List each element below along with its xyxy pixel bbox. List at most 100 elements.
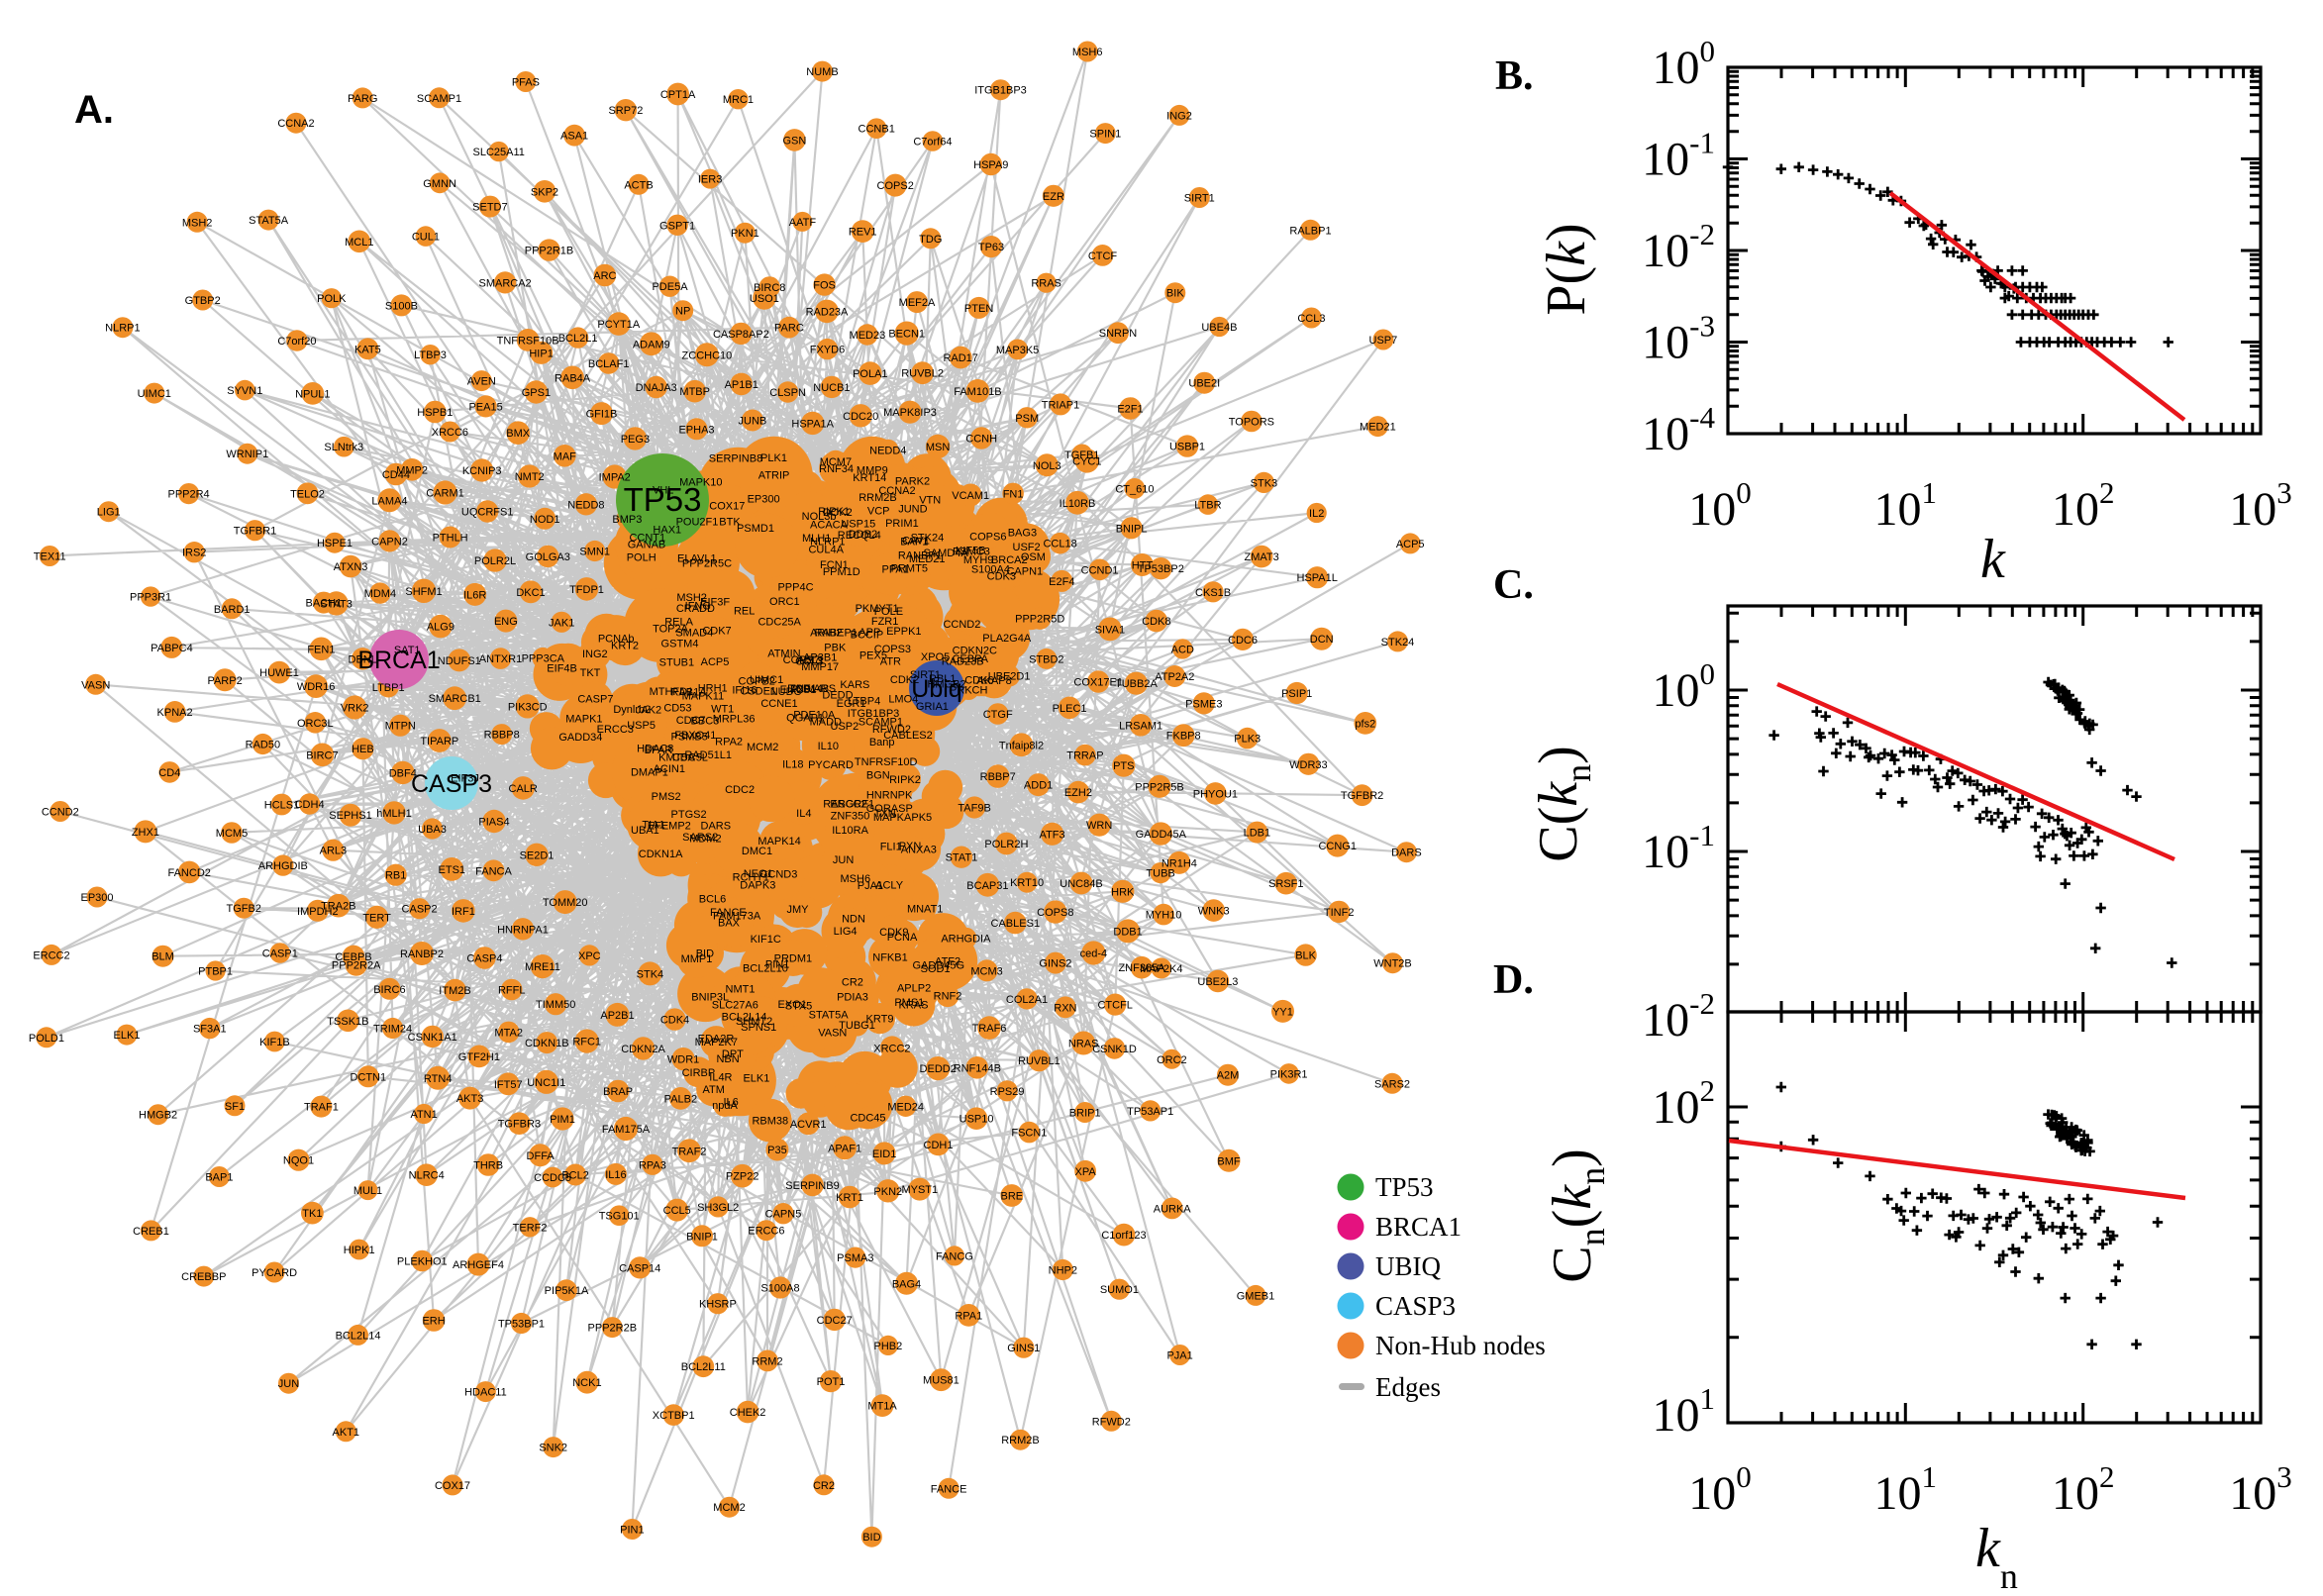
svg-text:PEG3: PEG3 [621,434,650,446]
svg-text:CDC25A: CDC25A [758,617,801,629]
svg-text:CCDC5: CCDC5 [534,1172,571,1184]
svg-text:PHB2: PHB2 [874,1341,903,1352]
svg-text:BAG3: BAG3 [1008,528,1037,540]
svg-text:ATP2A2: ATP2A2 [1155,671,1194,683]
svg-text:AP2B1: AP2B1 [600,1010,634,1022]
svg-text:WT1: WT1 [711,704,734,716]
svg-text:MED23: MED23 [850,330,886,342]
svg-text:USP7: USP7 [1369,335,1398,347]
svg-text:10-3: 10-3 [1642,309,1715,369]
svg-text:SEPHS1: SEPHS1 [329,810,371,822]
svg-text:BAP1: BAP1 [900,537,928,549]
svg-text:STUB1: STUB1 [659,657,694,669]
svg-text:PYCARD: PYCARD [252,1267,297,1279]
svg-text:TOP2A: TOP2A [653,624,689,636]
svg-text:RECQL4: RECQL4 [838,530,881,542]
svg-text:CASP2: CASP2 [402,904,438,916]
svg-text:DAPK3: DAPK3 [740,880,775,892]
svg-text:IFT57: IFT57 [494,1079,523,1091]
svg-text:VASN: VASN [818,1027,847,1039]
svg-text:Edges: Edges [1375,1372,1441,1402]
svg-text:PPM1D: PPM1D [823,566,860,578]
svg-text:MCL1: MCL1 [345,237,373,249]
svg-text:PLEC1: PLEC1 [1053,703,1087,715]
svg-text:Non-Hub nodes: Non-Hub nodes [1375,1331,1546,1360]
svg-text:IL10RB: IL10RB [1060,498,1096,510]
svg-text:TGFB2: TGFB2 [226,903,260,915]
svg-text:IL4: IL4 [796,808,811,820]
svg-text:RTN4: RTN4 [424,1073,453,1085]
svg-text:EGR1: EGR1 [837,698,866,710]
svg-text:PTBP1: PTBP1 [198,966,233,978]
svg-text:COPS3: COPS3 [874,644,911,655]
svg-text:CREBBP: CREBBP [181,1271,226,1283]
svg-text:NLRC4: NLRC4 [409,1170,445,1182]
svg-text:RFWD2: RFWD2 [872,724,911,736]
svg-text:NEDD4: NEDD4 [869,445,906,456]
svg-text:PEX5: PEX5 [859,650,887,662]
svg-text:CABLES2: CABLES2 [883,730,933,742]
svg-text:CAPN1: CAPN1 [1006,566,1043,578]
svg-text:B.: B. [1495,53,1534,99]
svg-text:SPNS1: SPNS1 [741,1022,776,1034]
svg-text:ELK1: ELK1 [114,1030,141,1042]
svg-text:TXN: TXN [874,808,896,820]
svg-text:HCLS1: HCLS1 [264,800,299,812]
svg-text:DBNL: DBNL [349,653,377,665]
svg-text:BCL2L11: BCL2L11 [681,1361,726,1373]
svg-text:COPS7: COPS7 [783,654,820,666]
svg-text:IL16: IL16 [605,1169,626,1181]
svg-text:COX17E1: COX17E1 [1073,677,1123,689]
svg-text:SLNtrk3: SLNtrk3 [324,442,363,453]
svg-text:WNT2B: WNT2B [1373,958,1412,970]
svg-text:ORC3L: ORC3L [297,718,334,730]
svg-text:CDKN2A: CDKN2A [621,1044,665,1055]
svg-text:TP53BP1: TP53BP1 [498,1319,545,1331]
svg-text:NFKB1: NFKB1 [872,951,907,963]
svg-text:EPPK1: EPPK1 [886,626,921,638]
svg-text:AKT1: AKT1 [333,1427,360,1439]
svg-text:POLR2L: POLR2L [474,555,516,567]
svg-text:PYCARD: PYCARD [808,759,854,771]
svg-text:HDAC8: HDAC8 [637,744,673,755]
svg-text:ITGB1BP3: ITGB1BP3 [848,708,900,720]
svg-text:VARS: VARS [807,683,836,695]
svg-text:GMEB1: GMEB1 [1237,1290,1275,1302]
svg-text:GOLGA3: GOLGA3 [526,551,570,563]
svg-text:C(kn): C(kn) [1528,746,1598,862]
svg-text:NOD1: NOD1 [530,514,560,526]
svg-text:MMP17: MMP17 [801,661,839,673]
svg-text:EIF4B: EIF4B [547,663,577,675]
svg-text:XRCC6: XRCC6 [432,427,468,439]
svg-text:FKBP8: FKBP8 [1166,731,1201,743]
svg-text:COX17: COX17 [435,1480,470,1492]
svg-text:MSN: MSN [926,442,951,453]
svg-text:EP300: EP300 [748,493,780,505]
svg-text:BNIP3L: BNIP3L [691,992,729,1004]
svg-text:COPS2: COPS2 [877,180,914,192]
svg-text:MCM2: MCM2 [713,1502,745,1514]
svg-text:HSPE1: HSPE1 [317,538,353,549]
svg-text:CASP1: CASP1 [262,948,298,960]
svg-text:ADD1: ADD1 [1024,780,1053,792]
svg-text:MSH6: MSH6 [1072,47,1103,58]
svg-text:BCL2L14: BCL2L14 [722,1012,767,1024]
svg-text:SAT1: SAT1 [394,645,421,656]
svg-text:APAF1: APAF1 [828,1143,861,1154]
svg-text:CDC7: CDC7 [676,715,706,727]
svg-text:EZR: EZR [1043,191,1064,203]
svg-text:FSCN1: FSCN1 [1011,1128,1047,1140]
svg-text:UBA3: UBA3 [418,824,447,836]
svg-text:BMX: BMX [506,428,531,440]
svg-text:CDKN1A: CDKN1A [639,848,683,860]
svg-text:AVEN: AVEN [467,376,496,388]
svg-text:PSMB5: PSMB5 [671,731,708,743]
svg-text:BIRC6: BIRC6 [373,984,405,996]
svg-text:FANCA: FANCA [475,865,512,877]
svg-text:CASP3: CASP3 [411,770,492,798]
svg-text:SCAMP1: SCAMP1 [417,93,461,105]
svg-text:KPNA2: KPNA2 [157,707,193,719]
svg-text:MYH10: MYH10 [1146,910,1182,922]
svg-text:KRAS: KRAS [899,1000,929,1012]
svg-text:PJA1: PJA1 [858,880,883,892]
